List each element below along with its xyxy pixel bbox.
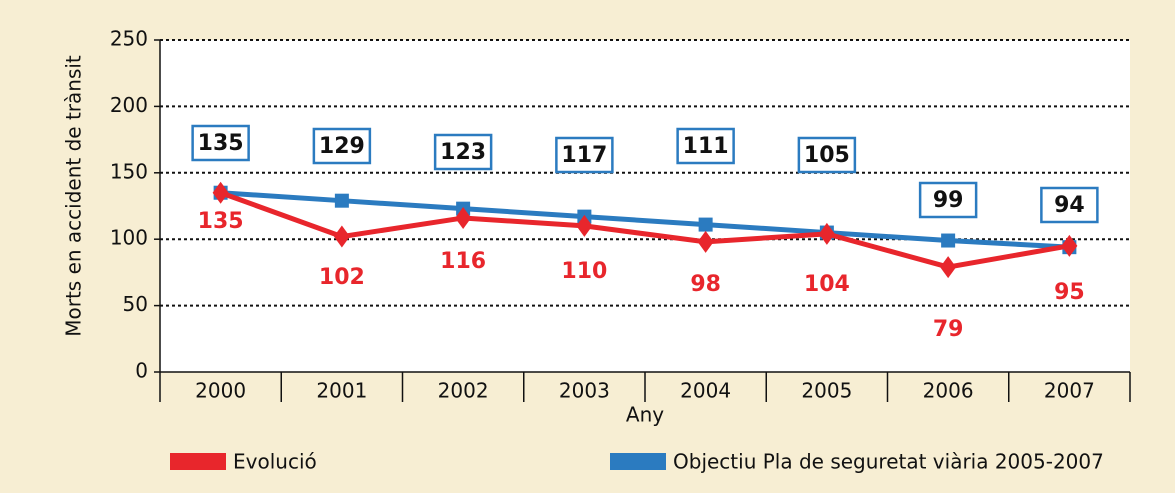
marker: [818, 222, 835, 245]
data-label: 99: [933, 188, 964, 213]
data-label: 135: [198, 209, 244, 234]
y-tick-label: 100: [110, 226, 148, 250]
marker: [212, 181, 229, 204]
data-label: 95: [1054, 280, 1085, 305]
label-box: [1040, 186, 1099, 224]
marker: [1061, 234, 1078, 257]
label-box: [676, 127, 735, 165]
x-tick-label: 2001: [316, 379, 367, 403]
legend-swatch: [610, 453, 666, 470]
data-label: 111: [683, 134, 729, 159]
marker: [941, 233, 956, 248]
label-box: [312, 127, 372, 165]
label-box: [191, 124, 250, 162]
marker: [333, 225, 350, 248]
data-label: 129: [319, 134, 365, 159]
data-label: 110: [561, 259, 607, 284]
marker: [698, 217, 713, 232]
data-label: 104: [804, 272, 850, 297]
series-line: [219, 190, 1070, 270]
legend-label: Objectiu Pla de seguretat viària 2005-20…: [673, 450, 1104, 474]
y-tick-label: 250: [110, 27, 148, 51]
label-box: [433, 133, 493, 171]
data-label: 79: [933, 317, 964, 342]
y-axis-label: Morts en accident de trànsit: [62, 55, 86, 337]
marker: [334, 193, 349, 208]
x-axis-label: Any: [626, 403, 664, 427]
x-tick-label: 2006: [923, 379, 974, 403]
label-box: [797, 136, 857, 174]
x-tick-label: 2005: [801, 379, 852, 403]
plot-area: [160, 40, 1130, 372]
legend-swatch: [170, 453, 226, 470]
label-box: [555, 136, 614, 174]
y-tick-label: 200: [110, 93, 148, 117]
data-label: 135: [198, 131, 244, 156]
marker: [697, 230, 714, 253]
data-label: 116: [440, 249, 486, 274]
label-box: [918, 181, 978, 219]
x-tick-label: 2000: [195, 379, 246, 403]
data-label: 98: [690, 272, 721, 297]
y-tick-label: 150: [110, 159, 148, 183]
marker: [576, 214, 593, 237]
legend-label: Evolució: [233, 450, 317, 474]
marker: [940, 256, 957, 279]
x-tick-label: 2004: [680, 379, 731, 403]
data-label: 123: [440, 140, 486, 165]
data-label: 94: [1054, 193, 1085, 218]
x-tick-label: 2007: [1044, 379, 1095, 403]
data-label: 102: [319, 265, 365, 290]
y-tick-label: 0: [135, 359, 148, 383]
data-label: 117: [561, 143, 607, 168]
x-tick-label: 2002: [438, 379, 489, 403]
x-tick-label: 2003: [559, 379, 610, 403]
data-label: 105: [804, 143, 850, 168]
series-line: [220, 190, 1070, 250]
marker: [455, 206, 472, 229]
y-tick-label: 50: [123, 292, 148, 316]
